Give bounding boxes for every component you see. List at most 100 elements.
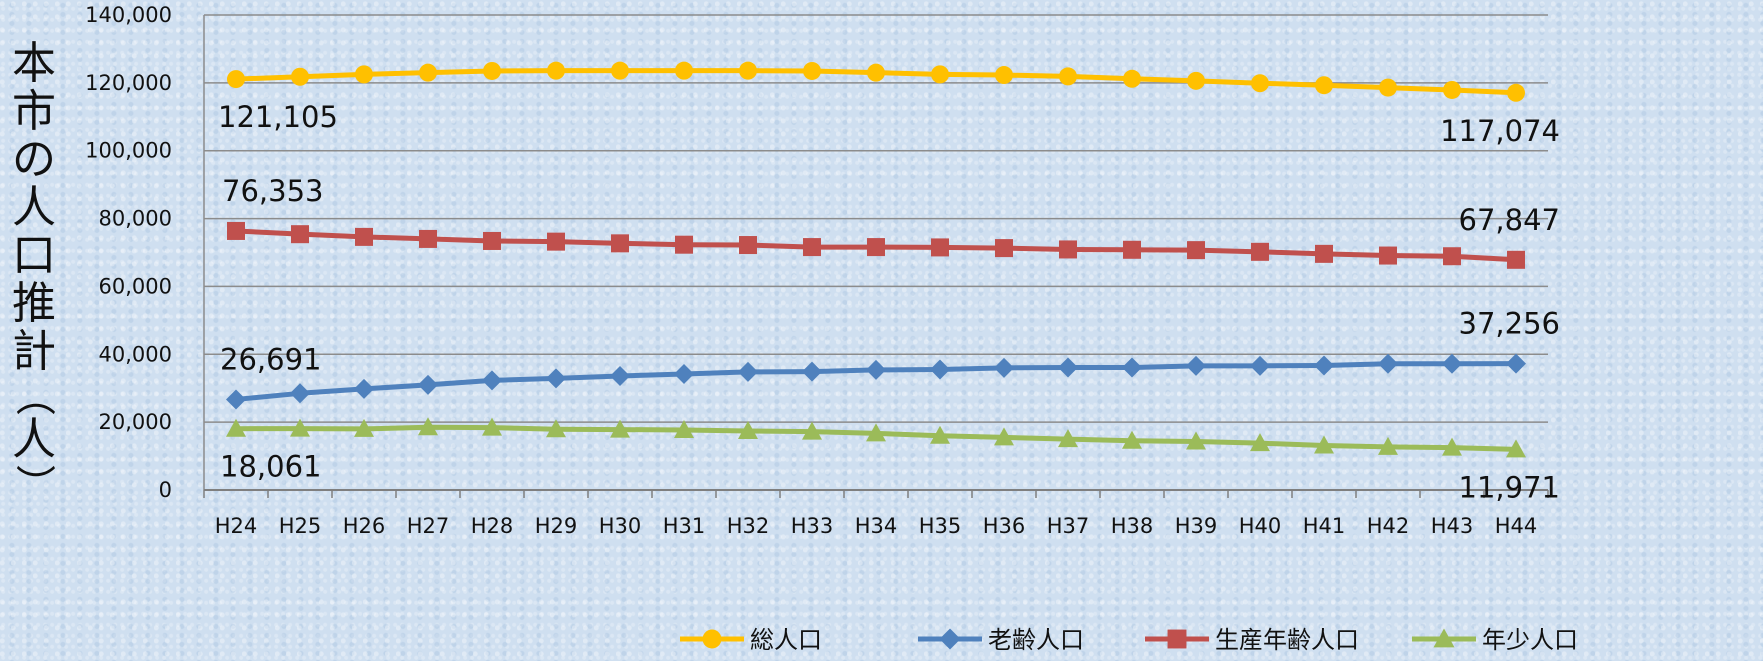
- data-point-marker: [1186, 431, 1206, 450]
- y-axis-title-char: 人: [12, 182, 56, 233]
- data-point-marker: [1059, 240, 1077, 259]
- data-point-marker: [611, 61, 629, 80]
- data-label-last: 67,847: [1459, 203, 1560, 237]
- legend-label: 生産年齢人口: [1215, 626, 1359, 654]
- y-tick-label: 40,000: [99, 342, 172, 366]
- data-point-marker: [931, 238, 949, 257]
- data-point-marker: [674, 419, 694, 438]
- data-point-marker: [939, 628, 961, 650]
- y-tick-labels: 0 20,000 40,000 60,000 80,000 100,000 120,000 1…: [85, 3, 172, 502]
- data-point-marker: [291, 67, 309, 86]
- data-point-marker: [355, 65, 373, 84]
- data-point-marker: [1122, 357, 1142, 378]
- data-point-marker: [1123, 69, 1141, 88]
- data-point-marker: [675, 61, 693, 80]
- x-tick-label: H40: [1239, 514, 1282, 538]
- data-point-marker: [418, 417, 438, 436]
- legend: 総人口 老齢人口 生産年齢人口 年少人口: [680, 626, 1578, 654]
- data-label-first: 26,691: [220, 342, 321, 376]
- y-tick-label: 0: [159, 478, 172, 502]
- data-point-marker: [1507, 250, 1525, 269]
- data-point-marker: [867, 63, 885, 82]
- data-point-marker: [1379, 78, 1397, 97]
- data-label-last: 37,256: [1459, 307, 1560, 341]
- data-point-marker: [866, 359, 886, 380]
- data-point-marker: [1167, 629, 1187, 649]
- y-axis-title-char: 推: [12, 278, 56, 329]
- data-point-marker: [547, 232, 565, 251]
- data-point-marker: [739, 236, 757, 255]
- data-point-marker: [1186, 355, 1206, 376]
- data-point-marker: [739, 61, 757, 80]
- data-point-marker: [610, 419, 630, 438]
- data-point-marker: [1187, 71, 1205, 90]
- series-group: [226, 61, 1526, 458]
- y-tick-label: 60,000: [99, 274, 172, 298]
- y-axis-title-char: 市: [12, 86, 56, 137]
- data-point-marker: [1314, 435, 1334, 454]
- legend-item: 生産年齢人口: [1145, 626, 1359, 654]
- data-point-marker: [547, 61, 565, 80]
- data-point-marker: [867, 238, 885, 257]
- data-point-marker: [1379, 246, 1397, 265]
- data-point-marker: [546, 368, 566, 389]
- data-point-marker: [1123, 240, 1141, 259]
- data-point-marker: [1251, 74, 1269, 93]
- y-tick-label: 20,000: [99, 410, 172, 434]
- data-point-marker: [354, 378, 374, 399]
- legend-item: 総人口: [680, 626, 822, 654]
- series-triangle: [226, 417, 1526, 458]
- y-tick-label: 140,000: [85, 3, 172, 27]
- data-point-marker: [1433, 628, 1455, 648]
- data-label-first: 121,105: [218, 100, 338, 134]
- data-label-first: 18,061: [220, 450, 321, 484]
- data-point-marker: [226, 389, 246, 410]
- data-point-marker: [1442, 353, 1462, 374]
- data-point-marker: [610, 366, 630, 386]
- data-point-marker: [738, 361, 758, 382]
- legend-label: 総人口: [750, 626, 822, 654]
- data-point-marker: [418, 374, 438, 395]
- y-tick-label: 100,000: [85, 139, 172, 163]
- data-point-marker: [931, 65, 949, 84]
- data-point-marker: [1058, 429, 1078, 448]
- data-point-marker: [482, 417, 502, 436]
- data-point-marker: [802, 421, 822, 440]
- y-axis-title-char: 計: [12, 326, 56, 377]
- x-tick-label: H38: [1111, 514, 1154, 538]
- data-point-marker: [227, 70, 245, 89]
- x-tick-label: H28: [471, 514, 514, 538]
- series-square: [227, 221, 1525, 269]
- data-point-marker: [930, 359, 950, 380]
- data-label-last: 117,074: [1440, 114, 1560, 148]
- data-point-marker: [1506, 439, 1526, 458]
- data-point-marker: [866, 423, 886, 442]
- data-point-marker: [1122, 430, 1142, 449]
- data-point-marker: [227, 221, 245, 240]
- data-point-marker: [355, 227, 373, 246]
- legend-label: 年少人口: [1482, 626, 1578, 654]
- data-point-marker: [803, 238, 821, 257]
- data-point-marker: [995, 239, 1013, 258]
- data-point-marker: [1315, 244, 1333, 263]
- series-diamond: [226, 353, 1526, 410]
- data-point-marker: [1378, 353, 1398, 374]
- y-tick-label: 80,000: [99, 207, 172, 231]
- x-tick-label: H27: [407, 514, 450, 538]
- x-tick-label: H36: [983, 514, 1026, 538]
- grid-lines: [203, 14, 1548, 491]
- data-point-marker: [354, 418, 374, 437]
- data-label-first: 76,353: [222, 174, 323, 208]
- x-tick-label: H37: [1047, 514, 1090, 538]
- data-point-marker: [675, 235, 693, 254]
- data-point-marker: [1059, 67, 1077, 86]
- data-label-last: 11,971: [1459, 470, 1560, 504]
- y-tick-label: 120,000: [85, 71, 172, 95]
- y-axis-title-char: 本: [12, 38, 56, 89]
- series-circle: [227, 61, 1525, 102]
- data-point-marker: [290, 418, 310, 437]
- x-tick-label: H41: [1303, 514, 1346, 538]
- y-axis-title-char: 口: [12, 230, 56, 281]
- data-point-marker: [290, 383, 310, 404]
